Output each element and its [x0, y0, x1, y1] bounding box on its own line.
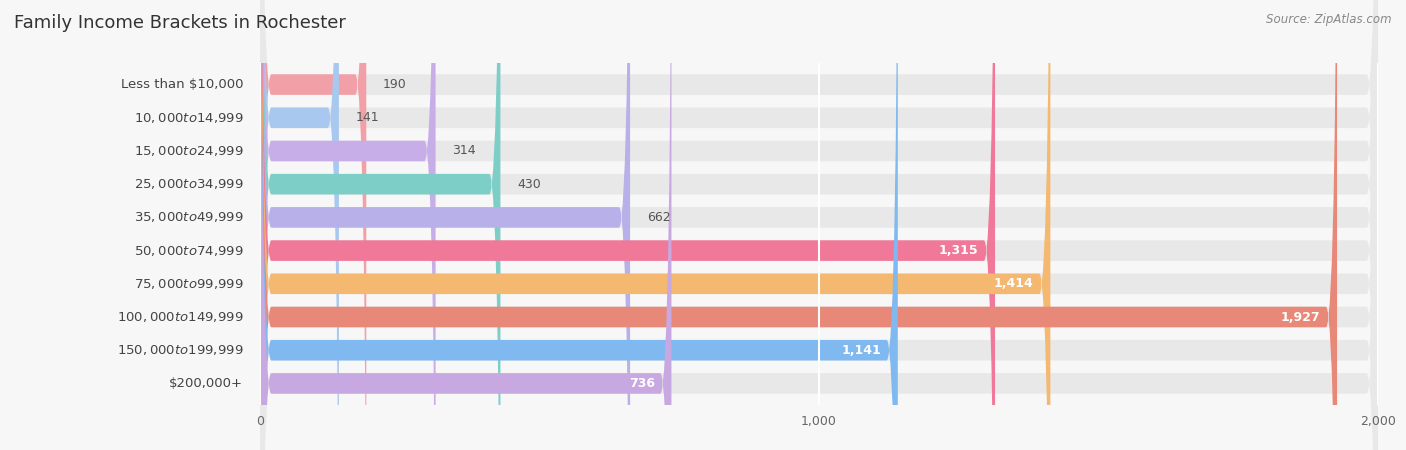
Text: $15,000 to $24,999: $15,000 to $24,999 — [134, 144, 243, 158]
FancyBboxPatch shape — [260, 0, 436, 450]
FancyBboxPatch shape — [260, 0, 1337, 450]
FancyBboxPatch shape — [260, 0, 672, 450]
FancyBboxPatch shape — [260, 0, 630, 450]
FancyBboxPatch shape — [260, 0, 1378, 450]
Text: $75,000 to $99,999: $75,000 to $99,999 — [134, 277, 243, 291]
FancyBboxPatch shape — [260, 0, 339, 450]
Text: 1,315: 1,315 — [939, 244, 979, 257]
Text: 736: 736 — [628, 377, 655, 390]
Text: 662: 662 — [647, 211, 671, 224]
FancyBboxPatch shape — [260, 0, 1378, 450]
Text: 190: 190 — [382, 78, 406, 91]
Text: $200,000+: $200,000+ — [169, 377, 243, 390]
Text: $35,000 to $49,999: $35,000 to $49,999 — [134, 211, 243, 225]
Text: 1,141: 1,141 — [841, 344, 882, 357]
Text: 314: 314 — [453, 144, 477, 158]
Text: Family Income Brackets in Rochester: Family Income Brackets in Rochester — [14, 14, 346, 32]
Text: $150,000 to $199,999: $150,000 to $199,999 — [117, 343, 243, 357]
FancyBboxPatch shape — [260, 0, 1378, 450]
Text: 1,414: 1,414 — [994, 277, 1033, 290]
FancyBboxPatch shape — [260, 0, 501, 450]
FancyBboxPatch shape — [260, 0, 1050, 450]
FancyBboxPatch shape — [260, 0, 367, 450]
FancyBboxPatch shape — [260, 0, 1378, 450]
FancyBboxPatch shape — [260, 0, 1378, 450]
Text: 430: 430 — [517, 178, 541, 191]
Text: $25,000 to $34,999: $25,000 to $34,999 — [134, 177, 243, 191]
Text: 1,927: 1,927 — [1281, 310, 1320, 324]
FancyBboxPatch shape — [260, 0, 1378, 450]
FancyBboxPatch shape — [260, 0, 1378, 450]
FancyBboxPatch shape — [260, 0, 1378, 450]
FancyBboxPatch shape — [260, 0, 1378, 450]
Text: Less than $10,000: Less than $10,000 — [121, 78, 243, 91]
Text: $50,000 to $74,999: $50,000 to $74,999 — [134, 243, 243, 257]
Text: Source: ZipAtlas.com: Source: ZipAtlas.com — [1267, 14, 1392, 27]
Text: $100,000 to $149,999: $100,000 to $149,999 — [117, 310, 243, 324]
Text: 141: 141 — [356, 111, 380, 124]
Text: $10,000 to $14,999: $10,000 to $14,999 — [134, 111, 243, 125]
FancyBboxPatch shape — [260, 0, 898, 450]
FancyBboxPatch shape — [260, 0, 1378, 450]
FancyBboxPatch shape — [260, 0, 995, 450]
